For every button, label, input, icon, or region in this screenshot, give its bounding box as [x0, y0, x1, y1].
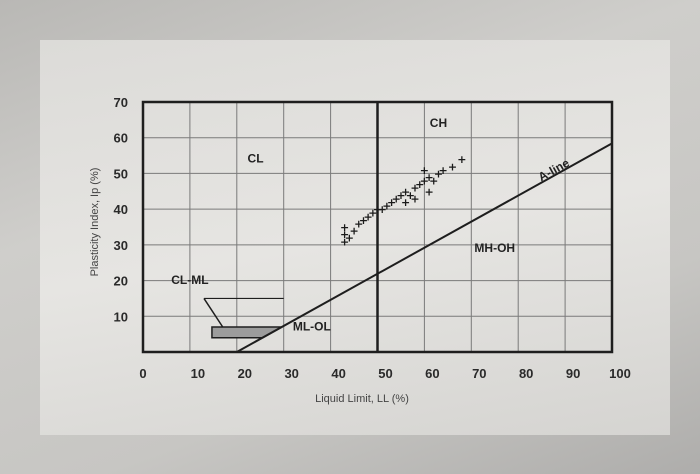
data-point: +	[392, 192, 401, 205]
x-tick-label: 40	[331, 366, 345, 381]
grid	[141, 100, 614, 354]
data-point: +	[448, 160, 457, 173]
y-tick-label: 70	[114, 95, 128, 110]
x-tick-label: 20	[238, 366, 252, 381]
data-point: +	[354, 217, 363, 230]
data-point: +	[439, 164, 448, 177]
data-point: +	[457, 153, 466, 166]
data-point: +	[424, 171, 433, 184]
y-tick-label: 40	[114, 202, 128, 217]
data-point: +	[359, 214, 368, 227]
y-tick-label: 10	[114, 309, 128, 324]
data-point: +	[420, 164, 429, 177]
x-tick-label: 100	[609, 366, 631, 381]
cl-ml-zone	[203, 297, 285, 339]
tick-labels: 0 10 20 30 40 50 60 70 80 90 100 10 20 30 40 50 60 70	[114, 95, 631, 381]
a-line	[236, 142, 613, 353]
data-point: +	[424, 185, 433, 198]
x-tick-label: 50	[378, 366, 392, 381]
data-point: +	[340, 228, 349, 241]
data-point: +	[368, 207, 377, 220]
data-point: +	[401, 185, 410, 198]
cl-ml-leader	[203, 298, 224, 328]
x-tick-label: 30	[284, 366, 298, 381]
data-point: +	[340, 221, 349, 234]
data-points: ++++++++++++++++++++++++++++++	[340, 153, 466, 248]
y-axis-title: Plasticity Index, Ip (%)	[89, 168, 101, 277]
region-label: CH	[430, 116, 447, 130]
x-tick-label: 80	[519, 366, 533, 381]
region-label: CL	[248, 152, 264, 166]
a-line-label: A-line	[536, 156, 572, 185]
data-point: +	[410, 182, 419, 195]
y-tick-label: 30	[114, 238, 128, 253]
data-point: +	[345, 232, 354, 245]
data-point: +	[373, 203, 382, 216]
a-line-layer	[236, 142, 613, 353]
data-point: +	[340, 235, 349, 248]
data-point: +	[382, 200, 391, 213]
region-labels: CH CL MH-OH ML-OL CL-ML A-line	[171, 116, 572, 334]
data-point: +	[420, 175, 429, 188]
x-tick-label: 90	[566, 366, 580, 381]
region-label: CL-ML	[171, 273, 208, 287]
data-point: +	[387, 196, 396, 209]
y-tick-label: 20	[114, 274, 128, 289]
x-tick-label: 10	[191, 366, 205, 381]
region-label: ML-OL	[293, 320, 331, 334]
data-point: +	[401, 196, 410, 209]
data-point: +	[415, 178, 424, 191]
data-point: +	[349, 225, 358, 238]
x-tick-label: 0	[139, 366, 146, 381]
data-point: +	[396, 189, 405, 202]
region-label: MH-OH	[474, 241, 515, 255]
data-point: +	[378, 203, 387, 216]
data-point: +	[429, 175, 438, 188]
y-tick-label: 50	[114, 166, 128, 181]
data-point: +	[410, 192, 419, 205]
x-tick-label: 70	[472, 366, 486, 381]
y-tick-label: 60	[114, 131, 128, 146]
x-tick-label: 60	[425, 366, 439, 381]
data-point: +	[364, 210, 373, 223]
data-point: +	[434, 167, 443, 180]
x-axis-title: Liquid Limit, LL (%)	[315, 393, 409, 405]
data-point: +	[406, 189, 415, 202]
